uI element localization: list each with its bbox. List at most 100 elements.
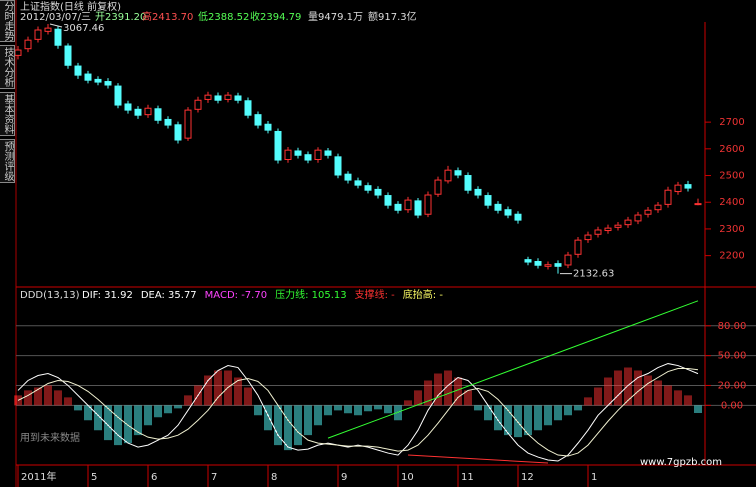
x-tick-label: 2011年 (21, 470, 56, 483)
candle-body (364, 185, 372, 191)
candle-body (434, 179, 442, 195)
candle-body (344, 173, 352, 181)
candle-body (464, 175, 472, 191)
legend-entry: MACD: -7.70 (205, 290, 267, 301)
candle-body (634, 214, 642, 222)
candle-body (234, 95, 242, 101)
candle-body (444, 169, 452, 182)
tab[interactable]: 分时走势 (0, 0, 15, 42)
indicator-line (17, 368, 699, 457)
candle-body (254, 114, 262, 126)
candle-body (144, 107, 152, 116)
trend-line (327, 300, 699, 439)
candle-body (74, 65, 82, 76)
y-tick-label: 2700 (719, 117, 744, 128)
header-volume: 量9479.1万 (308, 11, 363, 23)
candle-body (314, 149, 322, 161)
annotation-arrow (49, 23, 63, 28)
candle-body (114, 85, 122, 106)
y-tick-label: 0.00 (721, 400, 743, 411)
candle-body (224, 94, 232, 100)
candle-body (684, 184, 692, 189)
candle-body (14, 49, 22, 56)
legend-entry: 底抬高: - (403, 288, 444, 301)
candle-body (594, 229, 602, 235)
candle-body (384, 195, 392, 206)
candle-body (204, 94, 212, 100)
legend-entry: 压力线: 105.13 (275, 288, 347, 301)
candle-body (304, 154, 312, 161)
low-annotation: 2132.63 (573, 269, 614, 280)
y-tick-label: 2600 (719, 144, 744, 155)
candle-body (214, 95, 222, 101)
candle-body (34, 29, 42, 40)
x-tick-label: 5 (91, 472, 97, 483)
candle-body (534, 261, 542, 266)
candle-body (174, 124, 182, 141)
candle-body (514, 213, 522, 221)
candle-body (354, 180, 362, 186)
legend-entry: 支撑线: - (355, 288, 396, 301)
candle-body (284, 149, 292, 161)
candle-body (84, 73, 92, 81)
candle-body (454, 170, 462, 176)
candle-body (294, 150, 302, 156)
tab[interactable]: 预测评级 (0, 139, 15, 183)
header-amount: 额917.3亿 (368, 10, 417, 23)
candle-body (54, 28, 62, 46)
candle-body (264, 123, 272, 131)
header-low: 低2388.52 (198, 10, 249, 23)
candle-body (334, 156, 342, 176)
candle-body (134, 108, 142, 116)
candle-body (104, 81, 112, 86)
candle-body (124, 103, 132, 111)
candle-body (94, 78, 102, 83)
indicator-line (17, 363, 699, 462)
candle-body (394, 203, 402, 211)
candle-body (374, 188, 382, 196)
candle-body (604, 227, 612, 232)
x-tick-label: 6 (151, 472, 157, 483)
candle-body (274, 130, 282, 161)
y-tick-label: 2500 (719, 171, 744, 182)
y-tick-label: 20.00 (718, 380, 747, 391)
watermark: www.7gpzb.com (640, 457, 722, 468)
header-date: 2012/03/07/三 (20, 12, 91, 23)
candle-body (694, 203, 702, 206)
legend-entry: DIF: 31.92 (82, 290, 133, 301)
x-tick-label: 9 (341, 472, 347, 483)
candle-body (554, 263, 562, 267)
x-tick-label: 8 (271, 472, 277, 483)
header-high: 高2413.70 (142, 10, 193, 23)
candle-body (474, 188, 482, 196)
trend-line (407, 454, 549, 464)
candle-body (574, 239, 582, 255)
candle-body (674, 184, 682, 193)
candle-body (324, 150, 332, 156)
y-tick-label: 80.00 (718, 321, 747, 332)
y-tick-label: 2200 (719, 251, 744, 262)
header-close: 收2394.79 (250, 10, 301, 23)
x-tick-label: 11 (461, 472, 474, 483)
header-title: 上证指数(日线 前复权) (20, 0, 121, 13)
y-tick-label: 2400 (719, 197, 744, 208)
tab[interactable]: 技术分析 (0, 45, 15, 89)
candle-body (664, 189, 672, 205)
tab[interactable]: 基本资料 (0, 92, 15, 136)
candle-body (614, 224, 622, 228)
y-tick-label: 2300 (719, 224, 744, 235)
candle-body (504, 209, 512, 216)
y-tick-label: 50.00 (718, 351, 747, 362)
candle-body (494, 203, 502, 211)
candle-body (544, 264, 552, 267)
candle-body (154, 108, 162, 121)
candle-body (644, 209, 652, 215)
header-open: 开2391.20 (95, 12, 146, 23)
candle-body (564, 254, 572, 266)
x-tick-label: 12 (521, 472, 534, 483)
candle-body (654, 204, 662, 211)
candle-body (584, 234, 592, 241)
x-tick-label: 7 (211, 472, 217, 483)
